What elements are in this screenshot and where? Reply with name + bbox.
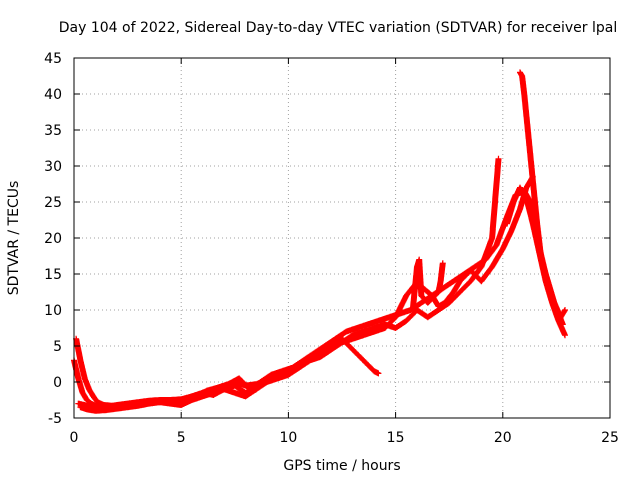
y-tick-label: -5 bbox=[48, 411, 62, 427]
y-tick-label: 25 bbox=[44, 195, 62, 211]
series-track-g bbox=[504, 184, 568, 339]
data-point-markers bbox=[504, 184, 568, 339]
grid-layer bbox=[74, 58, 610, 418]
y-tick-label: 15 bbox=[44, 267, 62, 283]
y-tick-label: 20 bbox=[44, 231, 62, 247]
series-track-d bbox=[77, 173, 536, 414]
x-tick-label: 25 bbox=[601, 430, 619, 446]
tick-layer: 0 5 10 15 20 25 -5 0 5 10 15 20 25 30 35 40 45 bbox=[44, 51, 619, 446]
x-axis-title: GPS time / hours bbox=[283, 458, 400, 474]
x-tick-label: 15 bbox=[387, 430, 405, 446]
y-tick-label: 30 bbox=[44, 159, 62, 175]
y-tick-label: 5 bbox=[53, 339, 62, 355]
y-tick-label: 45 bbox=[44, 51, 62, 67]
chart-title: Day 104 of 2022, Sidereal Day-to-day VTE… bbox=[59, 20, 617, 36]
data-layer bbox=[71, 69, 568, 414]
x-tick-label: 0 bbox=[70, 430, 79, 446]
x-tick-label: 10 bbox=[279, 430, 297, 446]
x-tick-label: 20 bbox=[494, 430, 512, 446]
data-point-markers bbox=[77, 173, 536, 414]
series-track-e bbox=[409, 256, 446, 313]
y-axis-title: SDTVAR / TECUs bbox=[6, 181, 22, 296]
y-tick-label: 35 bbox=[44, 123, 62, 139]
y-tick-label: 10 bbox=[44, 303, 62, 319]
y-tick-label: 40 bbox=[44, 87, 62, 103]
x-tick-label: 5 bbox=[177, 430, 186, 446]
data-point-markers bbox=[409, 256, 446, 313]
y-tick-label: 0 bbox=[53, 375, 62, 391]
